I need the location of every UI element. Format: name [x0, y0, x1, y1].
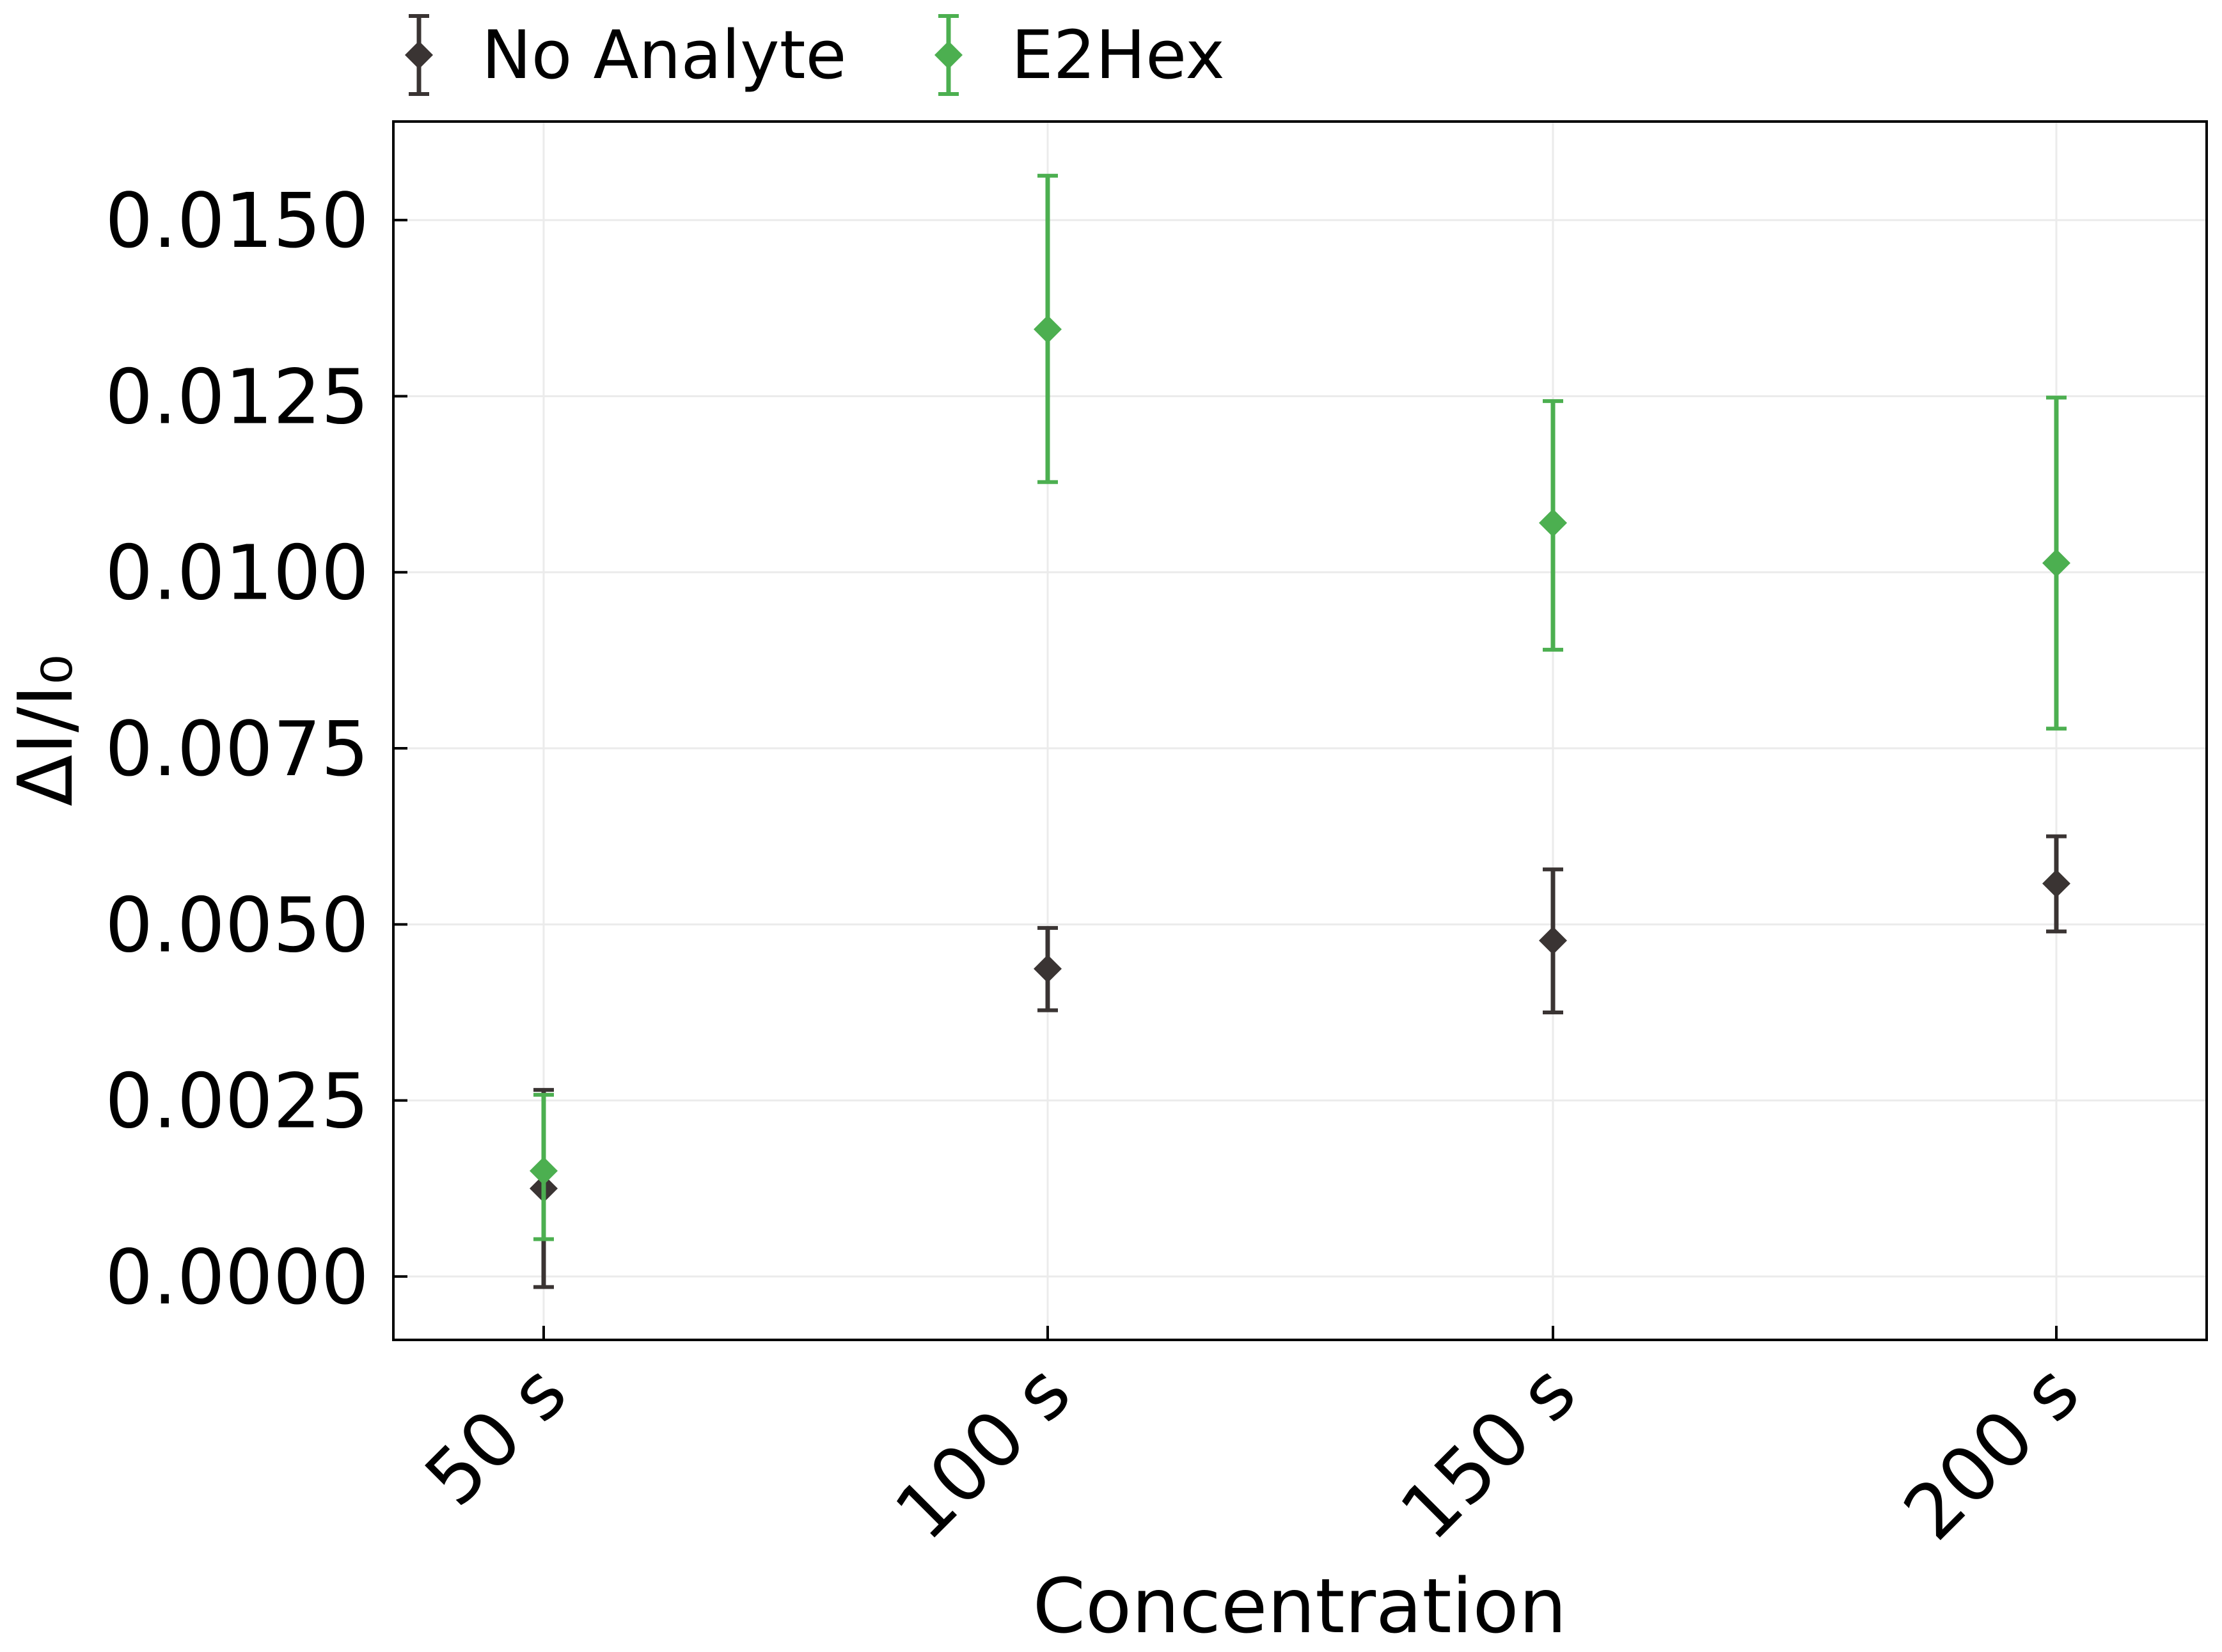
- x-tick-label: 100 s: [878, 1348, 1087, 1557]
- legend-label: No Analyte: [482, 16, 846, 94]
- series-layer: [530, 173, 2070, 1289]
- grid: [393, 122, 2207, 1340]
- data-point: [2042, 549, 2070, 578]
- data-point: [1539, 926, 1567, 955]
- x-tick-label: 50 s: [408, 1348, 583, 1523]
- data-point: [2042, 869, 2070, 898]
- y-tick-label: 0.0075: [105, 705, 369, 793]
- legend-label: E2Hex: [1011, 16, 1225, 94]
- y-tick-label: 0.0150: [105, 177, 369, 265]
- legend-marker: [405, 41, 433, 69]
- data-point: [1034, 954, 1062, 983]
- legend-entry: E2Hex: [934, 14, 1225, 96]
- plot-frame: [392, 120, 2208, 1341]
- data-point: [1539, 508, 1567, 537]
- legend-entry: No Analyte: [405, 14, 846, 96]
- data-point: [530, 1156, 558, 1185]
- y-tick-label: 0.0000: [105, 1233, 369, 1321]
- series-group: [530, 173, 2070, 1241]
- x-tick-label: 200 s: [1887, 1348, 2096, 1557]
- y-axis-label: ΔI/I₀: [1, 654, 90, 806]
- legend-marker: [934, 41, 963, 69]
- y-tick-label: 0.0050: [105, 881, 369, 969]
- y-tick-label: 0.0100: [105, 529, 369, 617]
- x-axis: 50 s 100 s 150 s 200 s: [408, 1326, 2096, 1557]
- data-point: [1034, 315, 1062, 343]
- plot-background: [393, 122, 2207, 1340]
- y-tick-label: 0.0025: [105, 1057, 369, 1145]
- x-tick-label: 150 s: [1383, 1348, 1593, 1557]
- x-axis-label: Concentration: [1033, 1562, 1567, 1650]
- legend: No Analyte E2Hex: [405, 14, 1225, 96]
- y-axis: 0.0000 0.0025 0.0050 0.0075 0.0100 0.0125 0.01…: [105, 177, 407, 1321]
- y-tick-label: 0.0125: [105, 352, 369, 441]
